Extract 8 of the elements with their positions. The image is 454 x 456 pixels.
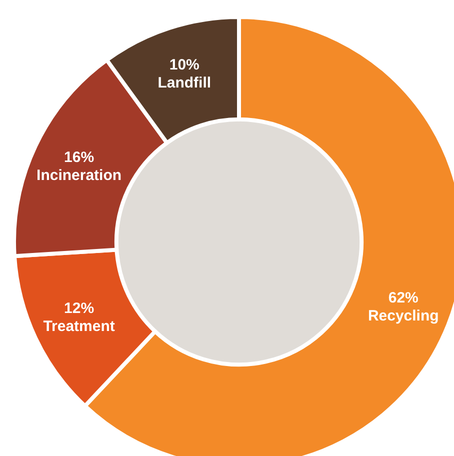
data-label: 62% — [388, 290, 418, 307]
slice-label: Incineration — [36, 167, 122, 184]
slice-label: Treatment — [43, 318, 115, 335]
data-label: 10% — [169, 56, 200, 74]
data-label: 12% — [64, 300, 94, 317]
data-label: 16% — [64, 149, 94, 166]
slice-label: Recycling — [368, 308, 439, 325]
slice-label: Landfill — [158, 74, 212, 92]
